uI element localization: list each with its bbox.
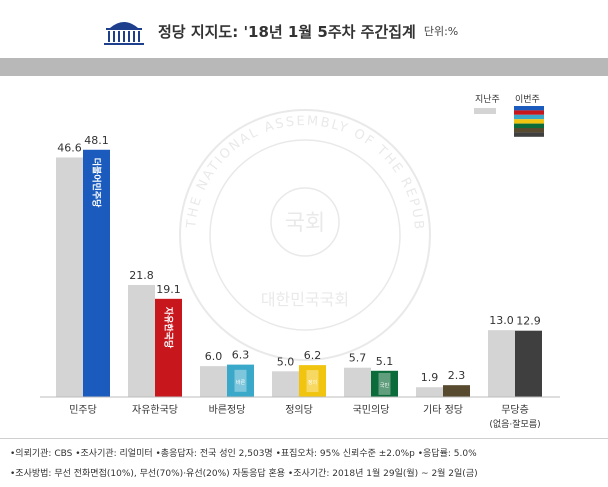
national-assembly-icon [104, 22, 144, 45]
page-title: 정당 지지도: '18년 1월 5주차 주간집계 [158, 22, 416, 41]
category-label-6: 무당층 [501, 404, 529, 416]
title-row: 정당 지지도: '18년 1월 5주차 주간집계 단위:% [100, 16, 458, 46]
legend-swatches [474, 106, 544, 137]
bar-last-week-1 [128, 284, 155, 397]
legend-this-week-swatch [514, 132, 544, 137]
bar-last-week-3 [272, 371, 299, 397]
bar-this-week-1 [155, 298, 182, 397]
party-logo-2: 바른 [236, 379, 246, 386]
party-logo-mark-3 [306, 370, 319, 393]
value-label-this-week-4: 5.1 [376, 355, 394, 368]
footer-separator [0, 438, 608, 439]
value-label-last-week-3: 5.0 [277, 355, 295, 368]
value-label-this-week-3: 6.2 [304, 349, 322, 362]
category-label-1: 자유한국당 [132, 404, 178, 416]
value-label-this-week-5: 2.3 [448, 369, 466, 382]
value-label-this-week-2: 6.3 [232, 349, 250, 362]
legend-this-week-swatch [514, 110, 544, 115]
category-label-3: 정의당 [285, 404, 313, 416]
bar-last-week-0 [56, 157, 83, 397]
legend-last-week-label: 지난주 [475, 95, 500, 105]
legend-this-week-swatch [514, 128, 544, 133]
category-sublabel-6: (없음·잘모름) [489, 418, 540, 430]
party-logo-4: 국민 [380, 382, 390, 389]
bar-last-week-5 [416, 387, 443, 397]
bar-this-week-4 [371, 370, 398, 397]
category-label-2: 바른정당 [209, 404, 246, 416]
value-label-last-week-1: 21.8 [129, 269, 154, 282]
footer-methodology-line2: •조사방법: 무선 전화면접(10%), 무선(70%)·유선(20%) 자동응… [10, 469, 478, 479]
legend-last-week-swatch [474, 108, 496, 114]
value-label-last-week-4: 5.7 [349, 352, 367, 365]
value-label-last-week-0: 46.6 [57, 141, 82, 154]
category-label-4: 국민의당 [353, 404, 390, 416]
value-label-last-week-5: 1.9 [421, 371, 439, 384]
party-logo-mark-4 [378, 372, 391, 395]
legend-this-week-swatch [514, 114, 544, 120]
bar-this-week-6 [515, 330, 542, 397]
bar-last-week-4 [344, 367, 371, 397]
bar-last-week-2 [200, 366, 227, 397]
party-logo-3: 정의 [308, 379, 317, 386]
bar-this-week-3 [299, 365, 326, 397]
category-label-0: 민주당 [69, 404, 97, 416]
value-label-last-week-2: 6.0 [205, 350, 223, 363]
seal-bottom-text: 대한민국국회 [261, 290, 349, 309]
bar-last-week-6 [488, 330, 515, 397]
legend-this-week-swatch [514, 123, 544, 128]
value-label-last-week-6: 13.0 [489, 314, 514, 327]
party-logo-0: 더불어민주당 [91, 158, 103, 208]
value-label-this-week-1: 19.1 [156, 283, 181, 296]
unit-label: 단위:% [423, 25, 459, 38]
seal-center-text: 국회 [285, 211, 325, 236]
footer-methodology-line1: •의뢰기관: CBS •조사기관: 리얼미터 •총응답자: 전국 성인 2,50… [10, 449, 477, 459]
bar-this-week-5 [443, 385, 470, 397]
category-label-5: 기타 정당 [423, 404, 463, 416]
header: 정당 지지도: '18년 1월 5주차 주간집계 단위:% [0, 0, 608, 58]
bar-this-week-2 [227, 364, 254, 397]
legend-this-week-label: 이번주 [515, 95, 540, 105]
legend-this-week-swatch [514, 119, 544, 124]
value-label-this-week-6: 12.9 [516, 315, 541, 328]
bar-this-week-0 [83, 149, 110, 397]
party-logo-mark-2 [234, 369, 247, 392]
value-label-this-week-0: 48.1 [84, 134, 109, 147]
legend-this-week-swatch [514, 106, 544, 111]
bar-chart: 국회 대한민국국회 THE NATIONAL ASSEMBLY OF THE R… [0, 0, 560, 430]
party-logo-1: 자유한국당 [163, 307, 175, 349]
header-band [0, 58, 608, 76]
